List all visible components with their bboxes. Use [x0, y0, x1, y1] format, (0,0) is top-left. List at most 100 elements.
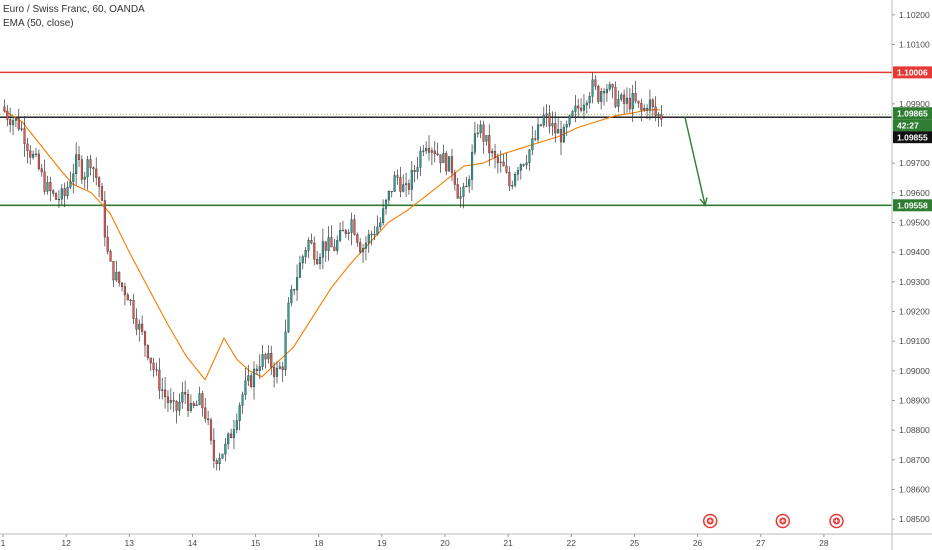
countdown-tag-bg [893, 119, 932, 132]
candle-up [511, 185, 514, 187]
candle-down [112, 261, 115, 281]
candle-up [620, 94, 623, 100]
candle-down [149, 357, 152, 364]
price-levels [0, 71, 892, 207]
candle-down [324, 241, 327, 251]
candle-up [516, 170, 520, 175]
candle-down [186, 394, 190, 411]
candle-up [227, 433, 230, 445]
candle-up [75, 154, 78, 175]
resistance-tag: 1.10006 [897, 68, 928, 78]
x-tick-label: 20 [440, 538, 450, 548]
candle-down [580, 107, 583, 111]
candle-down [155, 369, 158, 371]
candle-up [574, 105, 577, 112]
candle-up [582, 104, 586, 111]
candle-down [158, 369, 161, 391]
candle-up [479, 124, 482, 134]
candle-down [356, 234, 359, 243]
candle-up [252, 368, 256, 387]
candle-up [307, 240, 310, 251]
candle-down [597, 86, 600, 102]
candle-down [6, 110, 9, 120]
candle-up [384, 199, 388, 209]
candle-down [103, 200, 106, 238]
candle-down [594, 79, 597, 87]
candle-down [316, 259, 319, 264]
candle-up [298, 262, 301, 278]
candle-up [416, 167, 419, 172]
candle-down [135, 318, 138, 330]
y-tick-label: 1.09300 [899, 277, 930, 287]
candle-up [568, 115, 571, 125]
candle-down [577, 105, 580, 109]
candle-up [370, 233, 373, 236]
candle-up [657, 114, 660, 116]
candle-down [184, 392, 187, 395]
y-tick-label: 1.08900 [899, 396, 930, 406]
candle-up [195, 404, 198, 406]
candle-down [637, 100, 640, 104]
candle-down [313, 242, 316, 260]
candle-up [321, 241, 324, 258]
candle-down [109, 251, 112, 262]
candle-up [393, 175, 396, 192]
candle-up [491, 151, 494, 154]
x-tick-label: 27 [756, 538, 766, 548]
y-tick-label: 1.10200 [899, 10, 930, 20]
candle-up [224, 443, 227, 455]
chart-legend: Euro / Swiss Franc, 60, OANDA EMA (50, c… [3, 3, 145, 31]
candle-down [106, 236, 109, 252]
y-tick-label: 1.08800 [899, 425, 930, 435]
candle-down [77, 154, 81, 160]
candle-down [396, 175, 399, 178]
candle-down [255, 368, 258, 371]
event-icons[interactable] [702, 513, 844, 529]
candle-down [207, 418, 210, 421]
candle-down [175, 401, 178, 411]
candle-up [66, 187, 69, 197]
candle-up [20, 128, 23, 130]
candle-up [57, 198, 61, 201]
candle-down [29, 150, 32, 158]
candle-up [600, 91, 603, 102]
candle-down [250, 375, 253, 387]
candle-down [49, 181, 52, 191]
candle-down [493, 151, 497, 158]
candle-down [534, 138, 537, 140]
candle-down [628, 97, 631, 110]
candle-up [169, 400, 172, 403]
price-axis[interactable]: 1.10200 1.10100 1.09900 1.09700 1.09600 1.095… [891, 0, 930, 550]
candle-up [519, 164, 522, 171]
x-tick-label: 1 [1, 538, 6, 548]
candle-up [238, 405, 241, 421]
candle-up [376, 226, 379, 235]
candle-up [643, 108, 646, 111]
candle-up [284, 331, 287, 370]
candle-down [496, 157, 499, 163]
candle-down [651, 99, 654, 108]
candle-up [405, 183, 408, 185]
current-price-tag-bg [893, 107, 932, 120]
candle-up [631, 93, 634, 110]
candle-up [422, 150, 425, 152]
candle-up [557, 129, 560, 134]
candle-down [333, 246, 336, 251]
candle-up [364, 242, 367, 249]
candle-up [34, 153, 38, 155]
candle-down [281, 366, 284, 370]
candle-up [287, 302, 290, 333]
candle-down [43, 171, 46, 192]
candle-up [347, 232, 350, 234]
candle-down [80, 159, 83, 180]
x-tick-label: 13 [125, 538, 135, 548]
candle-down [522, 164, 525, 166]
x-tick-label: 21 [503, 538, 513, 548]
y-tick-label: 1.09200 [899, 307, 930, 317]
time-axis[interactable]: 1 12 13 14 15 18 19 20 21 22 25 26 27 28 [0, 533, 932, 548]
reference-tag: 1.09855 [897, 132, 928, 142]
candle-up [83, 176, 86, 180]
y-tick-label: 1.09100 [899, 336, 930, 346]
candle-up [605, 89, 608, 94]
